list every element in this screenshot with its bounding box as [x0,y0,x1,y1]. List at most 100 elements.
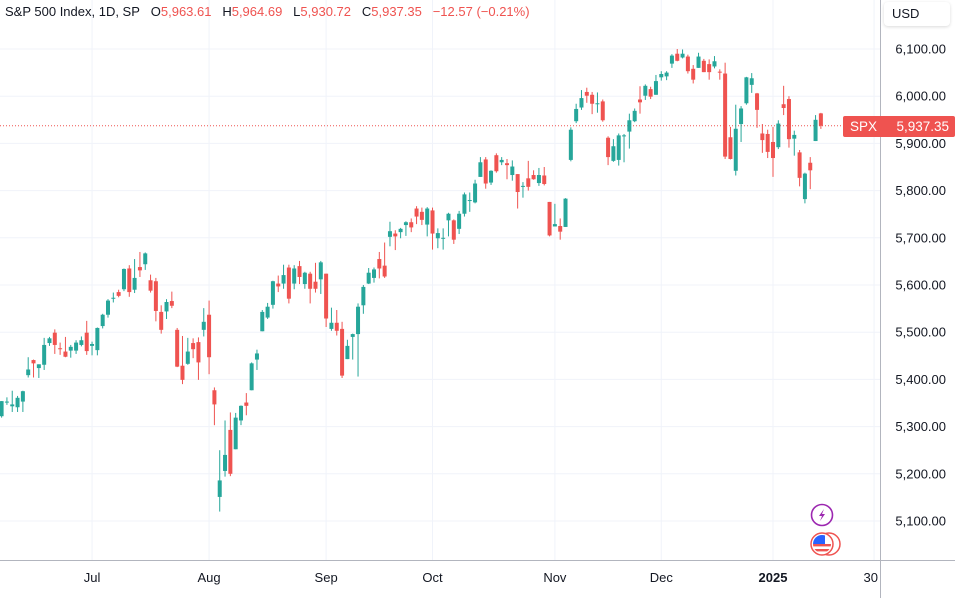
time-tick-label: 30 [864,570,878,585]
currency-button[interactable]: USD [884,2,950,26]
candle-body [478,162,483,177]
candle-body [414,208,419,217]
candle-body [52,332,57,345]
candle-body [430,210,435,234]
candle-body [648,89,653,97]
candle-body [281,275,286,284]
candle-body [510,166,515,176]
candle-body [297,266,302,277]
candle-body [542,175,547,184]
candle-body [808,162,813,171]
candle-body [755,93,760,110]
candle-body [451,220,456,240]
us-flag-icon[interactable] [807,531,843,559]
ohlc-legend: S&P 500 Index, 1D, SP O5,963.61 H5,964.6… [5,4,530,19]
candle-body [696,56,701,68]
candle-body [185,351,190,364]
price-tick-label: 5,100.00 [895,514,946,529]
candle-body [345,345,350,360]
candle-body [36,364,41,369]
candle-body [212,390,217,405]
candle-body [611,146,616,161]
open-value: 5,963.61 [160,4,212,19]
candle-body [547,201,552,236]
candle-body [270,281,275,305]
candle-body [137,267,142,271]
candle-body [494,155,499,172]
candle-body [95,327,100,351]
candle-body [387,231,392,237]
candle-body [520,185,525,187]
candle-body [802,173,807,200]
candle-body [526,178,531,187]
change-value: −12.57 (−0.21%) [432,4,530,19]
candle-body [616,135,621,160]
candle-body [515,174,520,193]
candle-body [239,405,243,421]
candle-body [653,81,658,95]
candle-body [685,56,690,72]
candle-body [483,159,488,184]
candle-body [31,360,36,364]
time-tick-label: 2025 [759,570,788,585]
candle-body [568,129,573,160]
candle-body [595,103,600,105]
price-tick-label: 5,600.00 [895,278,946,293]
candle-body [707,64,712,73]
close-label: C [361,4,372,19]
last-price-symbol: SPX [850,119,878,134]
price-tick-label: 5,400.00 [895,372,946,387]
candle-body [169,301,174,306]
time-tick-label: Sep [315,570,338,585]
candle-body [627,120,632,132]
lightning-icon[interactable] [810,503,834,527]
candle-body [462,194,467,214]
candle-body [121,268,126,290]
candle-body [260,311,265,332]
candle-body [217,480,222,497]
price-tick-label: 5,200.00 [895,466,946,481]
candle-body [90,344,95,346]
candle-body [340,328,345,376]
candle-body [606,137,611,158]
candle-body [622,135,627,137]
candle-body [63,351,68,357]
candle-body [574,108,579,122]
candle-body [664,72,669,77]
candle-body [276,283,281,287]
candle-body [196,342,201,363]
candle-body [201,321,206,330]
candle-body [148,280,153,291]
candle-body [712,61,717,67]
candle-body [760,133,765,141]
candle-body [441,237,446,239]
candle-body [728,137,733,159]
candle-body [175,329,180,367]
candle-body [659,74,664,78]
candle-body [409,222,414,228]
price-tick-label: 6,000.00 [895,89,946,104]
candle-body [143,253,148,265]
candle-body [68,346,73,351]
candle-body [111,297,116,299]
candle-body [489,170,494,183]
candle-body [292,268,297,284]
candle-body [786,99,791,140]
candle-body [47,338,52,344]
candle-body [739,108,744,125]
candle-body [106,300,110,315]
price-tick-label: 5,500.00 [895,325,946,340]
candle-body [467,200,472,202]
low-value: 5,930.72 [300,4,352,19]
candle-body [308,273,313,289]
candle-body [669,55,674,64]
candle-body [717,71,722,73]
candle-body [191,343,196,350]
candle-body [26,369,31,376]
candle-body [329,322,334,329]
candle-body [0,401,4,417]
time-tick-label: Nov [543,570,567,585]
candle-body [584,91,589,96]
symbol-title: S&P 500 Index, 1D, SP [5,4,140,19]
